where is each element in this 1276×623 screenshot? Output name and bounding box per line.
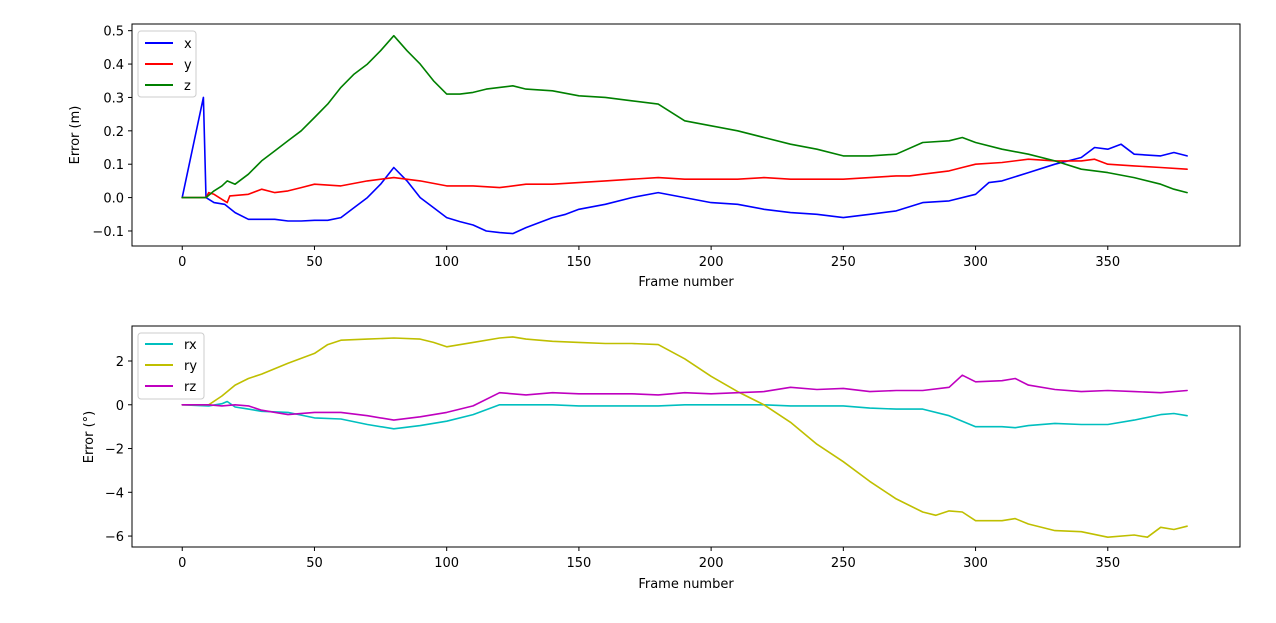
- series-line-rx: [181, 400, 1188, 430]
- translation-x-ticks: 0 50 100 150 200 250 300 350: [178, 246, 1120, 270]
- rotation-legend: rx ry rz: [137, 332, 205, 400]
- translation-y-tick-label-0: −0.1: [92, 225, 124, 240]
- rotation-axes-frame: [131, 325, 1241, 548]
- rotation-x-tick-label-200: 200: [699, 556, 724, 571]
- translation-y-tick-label-2: 0.1: [103, 158, 124, 173]
- rotation-y-axis-label: Error (°): [82, 411, 97, 463]
- translation-series-layer: [181, 34, 1188, 235]
- legend-label-z: z: [184, 79, 191, 94]
- rotation-y-tick-label-2: −2: [105, 443, 124, 458]
- rotation-y-tick-label-1: −4: [105, 486, 124, 501]
- series-line-ry: [181, 336, 1188, 538]
- translation-y-tick-label-6: 0.5: [103, 25, 124, 40]
- translation-y-tick-label-1: 0.0: [103, 192, 124, 207]
- series-line-rz: [181, 374, 1188, 421]
- legend-label-ry: ry: [184, 359, 197, 374]
- translation-x-tick-label-350: 350: [1095, 255, 1120, 270]
- rotation-x-tick-label-300: 300: [963, 556, 988, 571]
- series-line-y: [181, 158, 1188, 204]
- translation-legend: x y z: [137, 30, 197, 98]
- legend-label-rx: rx: [184, 338, 197, 353]
- rotation-error-chart: 0 50 100 150 200 250 300 350 −6 −4 −2 0 2 Frame num…: [82, 325, 1241, 592]
- rotation-x-tick-label-350: 350: [1095, 556, 1120, 571]
- series-line-x: [181, 96, 1188, 235]
- rotation-y-tick-label-3: 0: [116, 399, 124, 414]
- legend-label-y: y: [184, 58, 192, 73]
- legend-label-rz: rz: [184, 380, 196, 395]
- translation-y-ticks: −0.1 0.0 0.1 0.2 0.3 0.4 0.5: [92, 25, 132, 240]
- series-line-z: [181, 34, 1188, 199]
- rotation-y-tick-label-0: −6: [105, 530, 124, 545]
- translation-axes-frame: [131, 23, 1241, 247]
- translation-y-axis-label: Error (m): [68, 106, 83, 165]
- translation-x-axis-label: Frame number: [638, 275, 734, 290]
- translation-x-tick-label-300: 300: [963, 255, 988, 270]
- legend-label-x: x: [184, 37, 192, 52]
- translation-x-tick-label-150: 150: [566, 255, 591, 270]
- translation-x-tick-label-100: 100: [434, 255, 459, 270]
- rotation-x-axis-label: Frame number: [638, 577, 734, 592]
- rotation-y-ticks: −6 −4 −2 0 2: [105, 355, 132, 545]
- translation-y-tick-label-4: 0.3: [103, 91, 124, 106]
- rotation-x-tick-label-50: 50: [306, 556, 323, 571]
- translation-error-chart: 0 50 100 150 200 250 300 350 −0.1 0.0 0.1 0.2 0.3 0.…: [68, 23, 1241, 290]
- translation-x-tick-label-0: 0: [178, 255, 186, 270]
- rotation-y-tick-label-4: 2: [116, 355, 124, 370]
- translation-y-tick-label-5: 0.4: [103, 58, 124, 73]
- translation-x-tick-label-200: 200: [699, 255, 724, 270]
- translation-x-tick-label-50: 50: [306, 255, 323, 270]
- rotation-x-tick-label-0: 0: [178, 556, 186, 571]
- translation-x-tick-label-250: 250: [831, 255, 856, 270]
- translation-y-tick-label-3: 0.2: [103, 125, 124, 140]
- rotation-x-tick-label-150: 150: [566, 556, 591, 571]
- rotation-series-layer: [181, 336, 1188, 538]
- rotation-x-tick-label-250: 250: [831, 556, 856, 571]
- rotation-x-tick-label-100: 100: [434, 556, 459, 571]
- rotation-x-ticks: 0 50 100 150 200 250 300 350: [178, 547, 1120, 571]
